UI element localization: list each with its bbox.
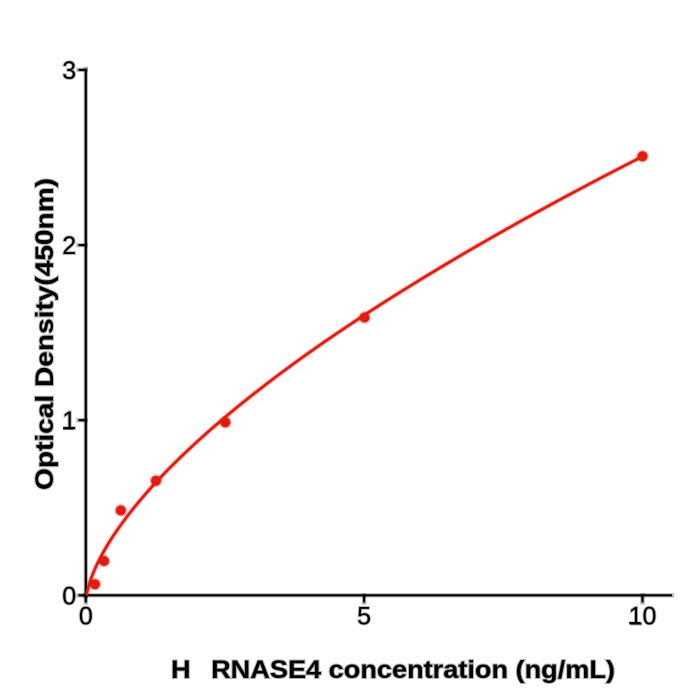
svg-text:10: 10 [629,602,657,630]
svg-text:2: 2 [62,232,76,260]
svg-text:0: 0 [62,582,76,610]
svg-text:1: 1 [62,407,76,435]
svg-text:Optical Density(450nm): Optical Density(450nm) [31,178,59,490]
svg-text:H RNASE4 concentration (ng/m: H RNASE4 concentration (ng/mL) [171,656,615,684]
svg-text:3: 3 [62,57,76,85]
svg-text:0: 0 [79,602,93,630]
svg-text:5: 5 [357,602,371,630]
